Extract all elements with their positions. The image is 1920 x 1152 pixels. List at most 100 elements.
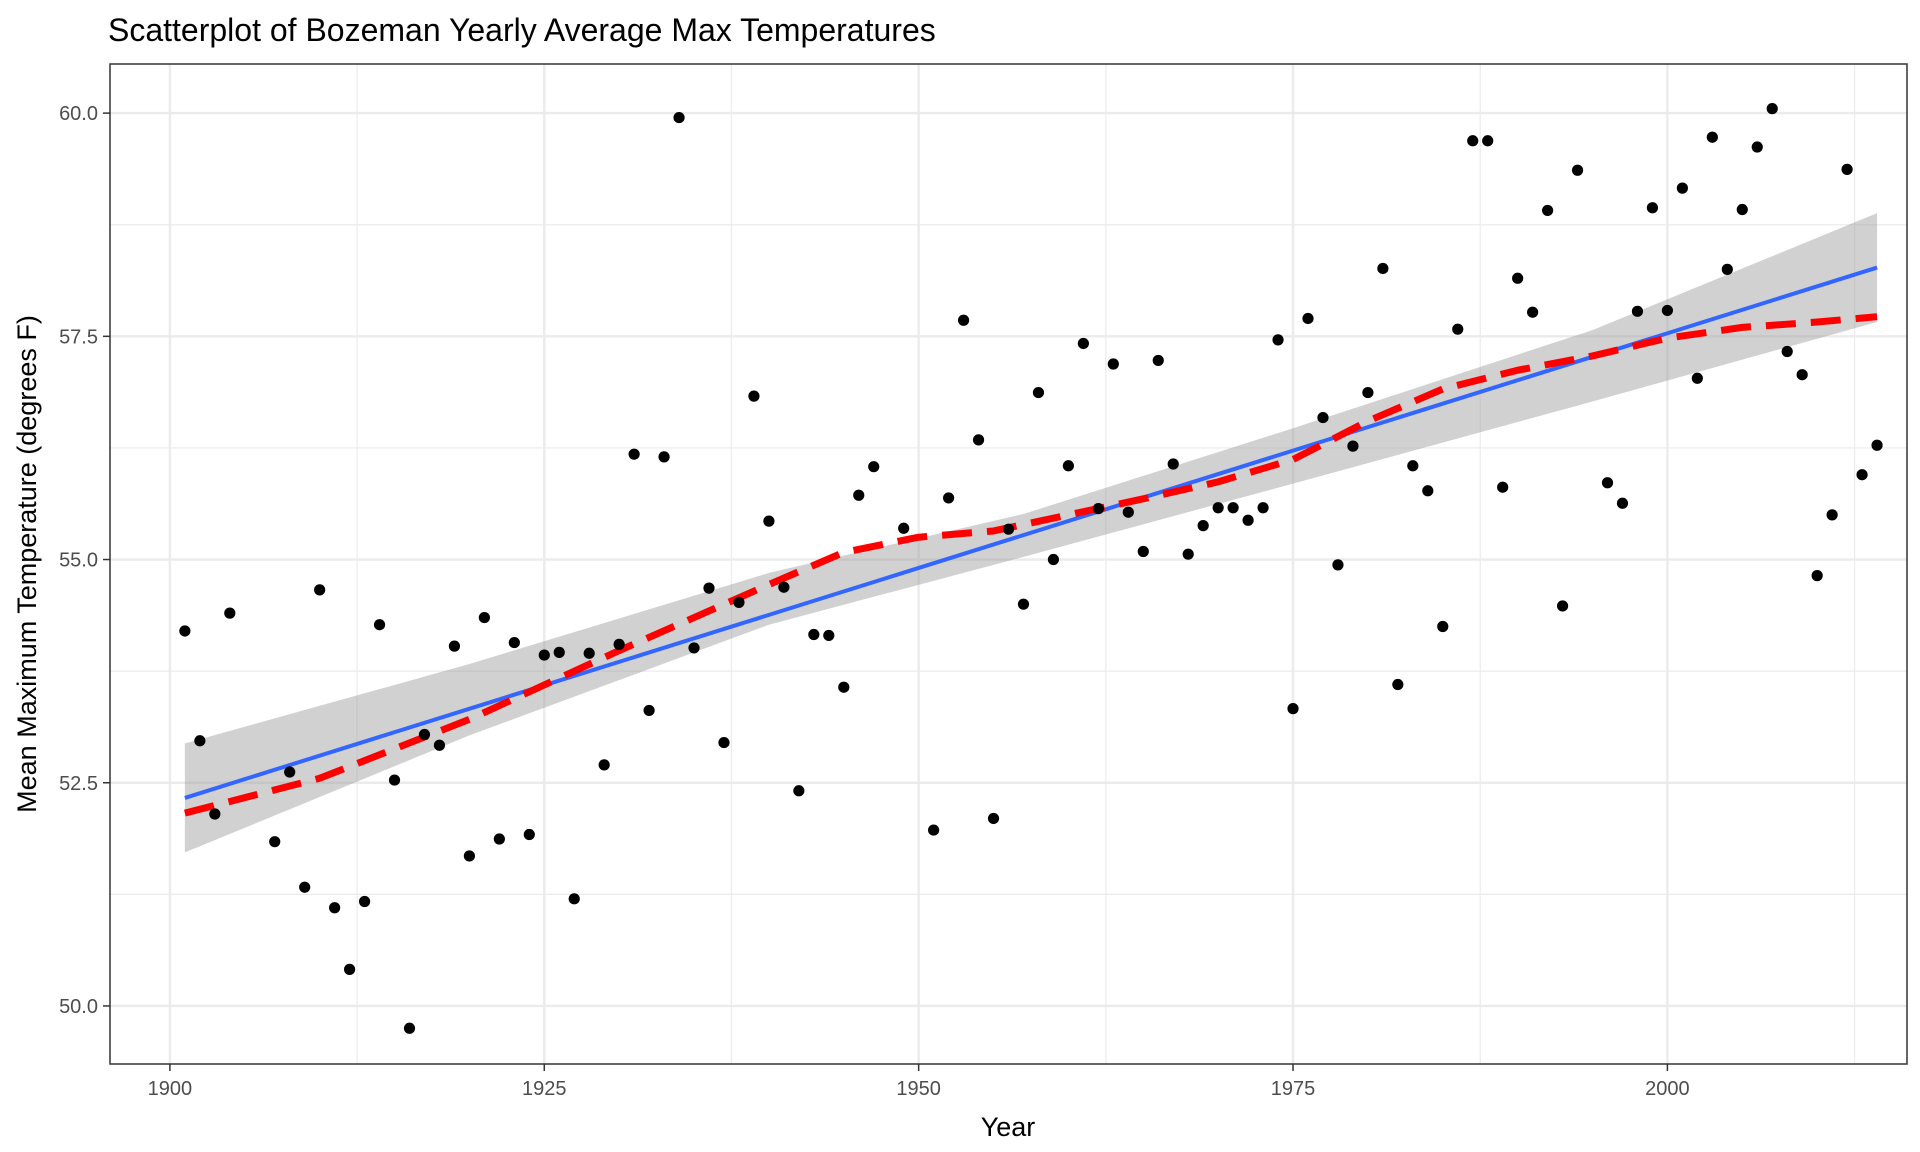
data-point [1452, 323, 1464, 335]
data-point [987, 812, 1000, 825]
data-point [1392, 678, 1404, 691]
data-point [957, 314, 970, 326]
data-point [179, 625, 191, 637]
data-point [658, 451, 670, 463]
data-point [1377, 262, 1389, 275]
y-tick-label: 55.0 [59, 550, 98, 572]
data-point [972, 434, 985, 446]
data-point [1556, 600, 1569, 612]
fit-lines-layer [183, 265, 1878, 817]
data-point [868, 461, 880, 473]
data-point [1676, 182, 1688, 194]
data-point [613, 638, 625, 650]
data-point [1691, 372, 1703, 384]
x-tick-label: 1900 [148, 1078, 193, 1100]
data-point [1527, 306, 1539, 318]
data-point [1497, 481, 1509, 493]
data-point [1302, 312, 1314, 325]
x-tick-label: 1975 [1271, 1078, 1316, 1100]
data-point [568, 893, 580, 905]
data-point [598, 759, 610, 771]
data-point [478, 611, 490, 624]
data-point [748, 390, 760, 402]
data-point [1242, 514, 1254, 526]
data-point [1107, 358, 1119, 370]
y-tick-label: 50.0 [59, 996, 98, 1018]
data-point [1137, 545, 1149, 558]
data-points [179, 103, 1883, 1034]
data-point [209, 808, 221, 820]
data-point [1482, 135, 1494, 147]
data-point [1092, 503, 1104, 515]
data-point [898, 522, 910, 534]
data-point [1287, 703, 1299, 715]
data-point [373, 619, 386, 631]
data-point [1317, 411, 1329, 424]
data-point [1721, 263, 1733, 275]
data-point [403, 1022, 416, 1034]
data-point [1542, 204, 1554, 217]
data-point [733, 596, 745, 608]
data-point [628, 448, 640, 460]
chart-title: Scatterplot of Bozeman Yearly Average Ma… [108, 12, 936, 48]
data-point [1781, 345, 1793, 358]
data-point [418, 728, 431, 741]
data-point [1167, 458, 1179, 470]
data-point [1077, 337, 1089, 350]
data-point [1227, 502, 1239, 514]
data-point [1736, 203, 1748, 216]
data-point [1212, 502, 1224, 514]
data-point [1646, 202, 1659, 214]
x-tick-label: 2000 [1645, 1078, 1690, 1100]
data-point [1766, 103, 1778, 115]
data-point [448, 640, 461, 652]
data-point [583, 647, 595, 659]
data-point [344, 963, 356, 975]
data-point [1571, 164, 1584, 176]
data-point [1437, 620, 1449, 633]
data-point [1047, 553, 1060, 566]
data-point [1631, 305, 1644, 317]
data-point [688, 642, 700, 654]
data-point [823, 629, 835, 642]
smooth-fit-line [183, 313, 1878, 817]
data-point [808, 628, 820, 641]
data-point [1152, 354, 1164, 367]
y-axis-ticks: 50.0 52.5 55.0 57.5 60.0 [59, 103, 110, 1018]
data-point [928, 824, 940, 836]
data-point [1002, 523, 1015, 535]
data-point [1467, 135, 1479, 147]
data-point [314, 584, 326, 596]
data-point [358, 895, 371, 908]
plot-panel [110, 64, 1907, 1064]
y-tick-label: 60.0 [59, 103, 98, 125]
data-point [1826, 509, 1838, 521]
data-point [433, 739, 446, 751]
data-point [299, 881, 311, 893]
data-point [1347, 440, 1359, 452]
data-point [793, 785, 805, 797]
data-point [538, 649, 550, 661]
data-point [1796, 369, 1808, 381]
data-point [703, 582, 715, 594]
data-point [1811, 570, 1823, 582]
data-point [1512, 272, 1524, 284]
data-point [943, 492, 955, 504]
data-point [1661, 304, 1673, 317]
data-point [838, 681, 850, 693]
data-point [1272, 334, 1284, 346]
grid-lines [110, 64, 1907, 1064]
data-point [673, 111, 685, 124]
data-point [1182, 548, 1194, 560]
data-point [1841, 163, 1853, 175]
data-point [778, 581, 790, 593]
x-axis-title: Year [981, 1112, 1036, 1142]
data-point [1032, 386, 1045, 399]
data-point [718, 736, 730, 749]
plot-panel-border [109, 63, 1908, 1065]
x-tick-label: 1925 [522, 1078, 567, 1100]
data-point [1257, 502, 1269, 514]
x-tick-label: 1950 [896, 1078, 941, 1100]
